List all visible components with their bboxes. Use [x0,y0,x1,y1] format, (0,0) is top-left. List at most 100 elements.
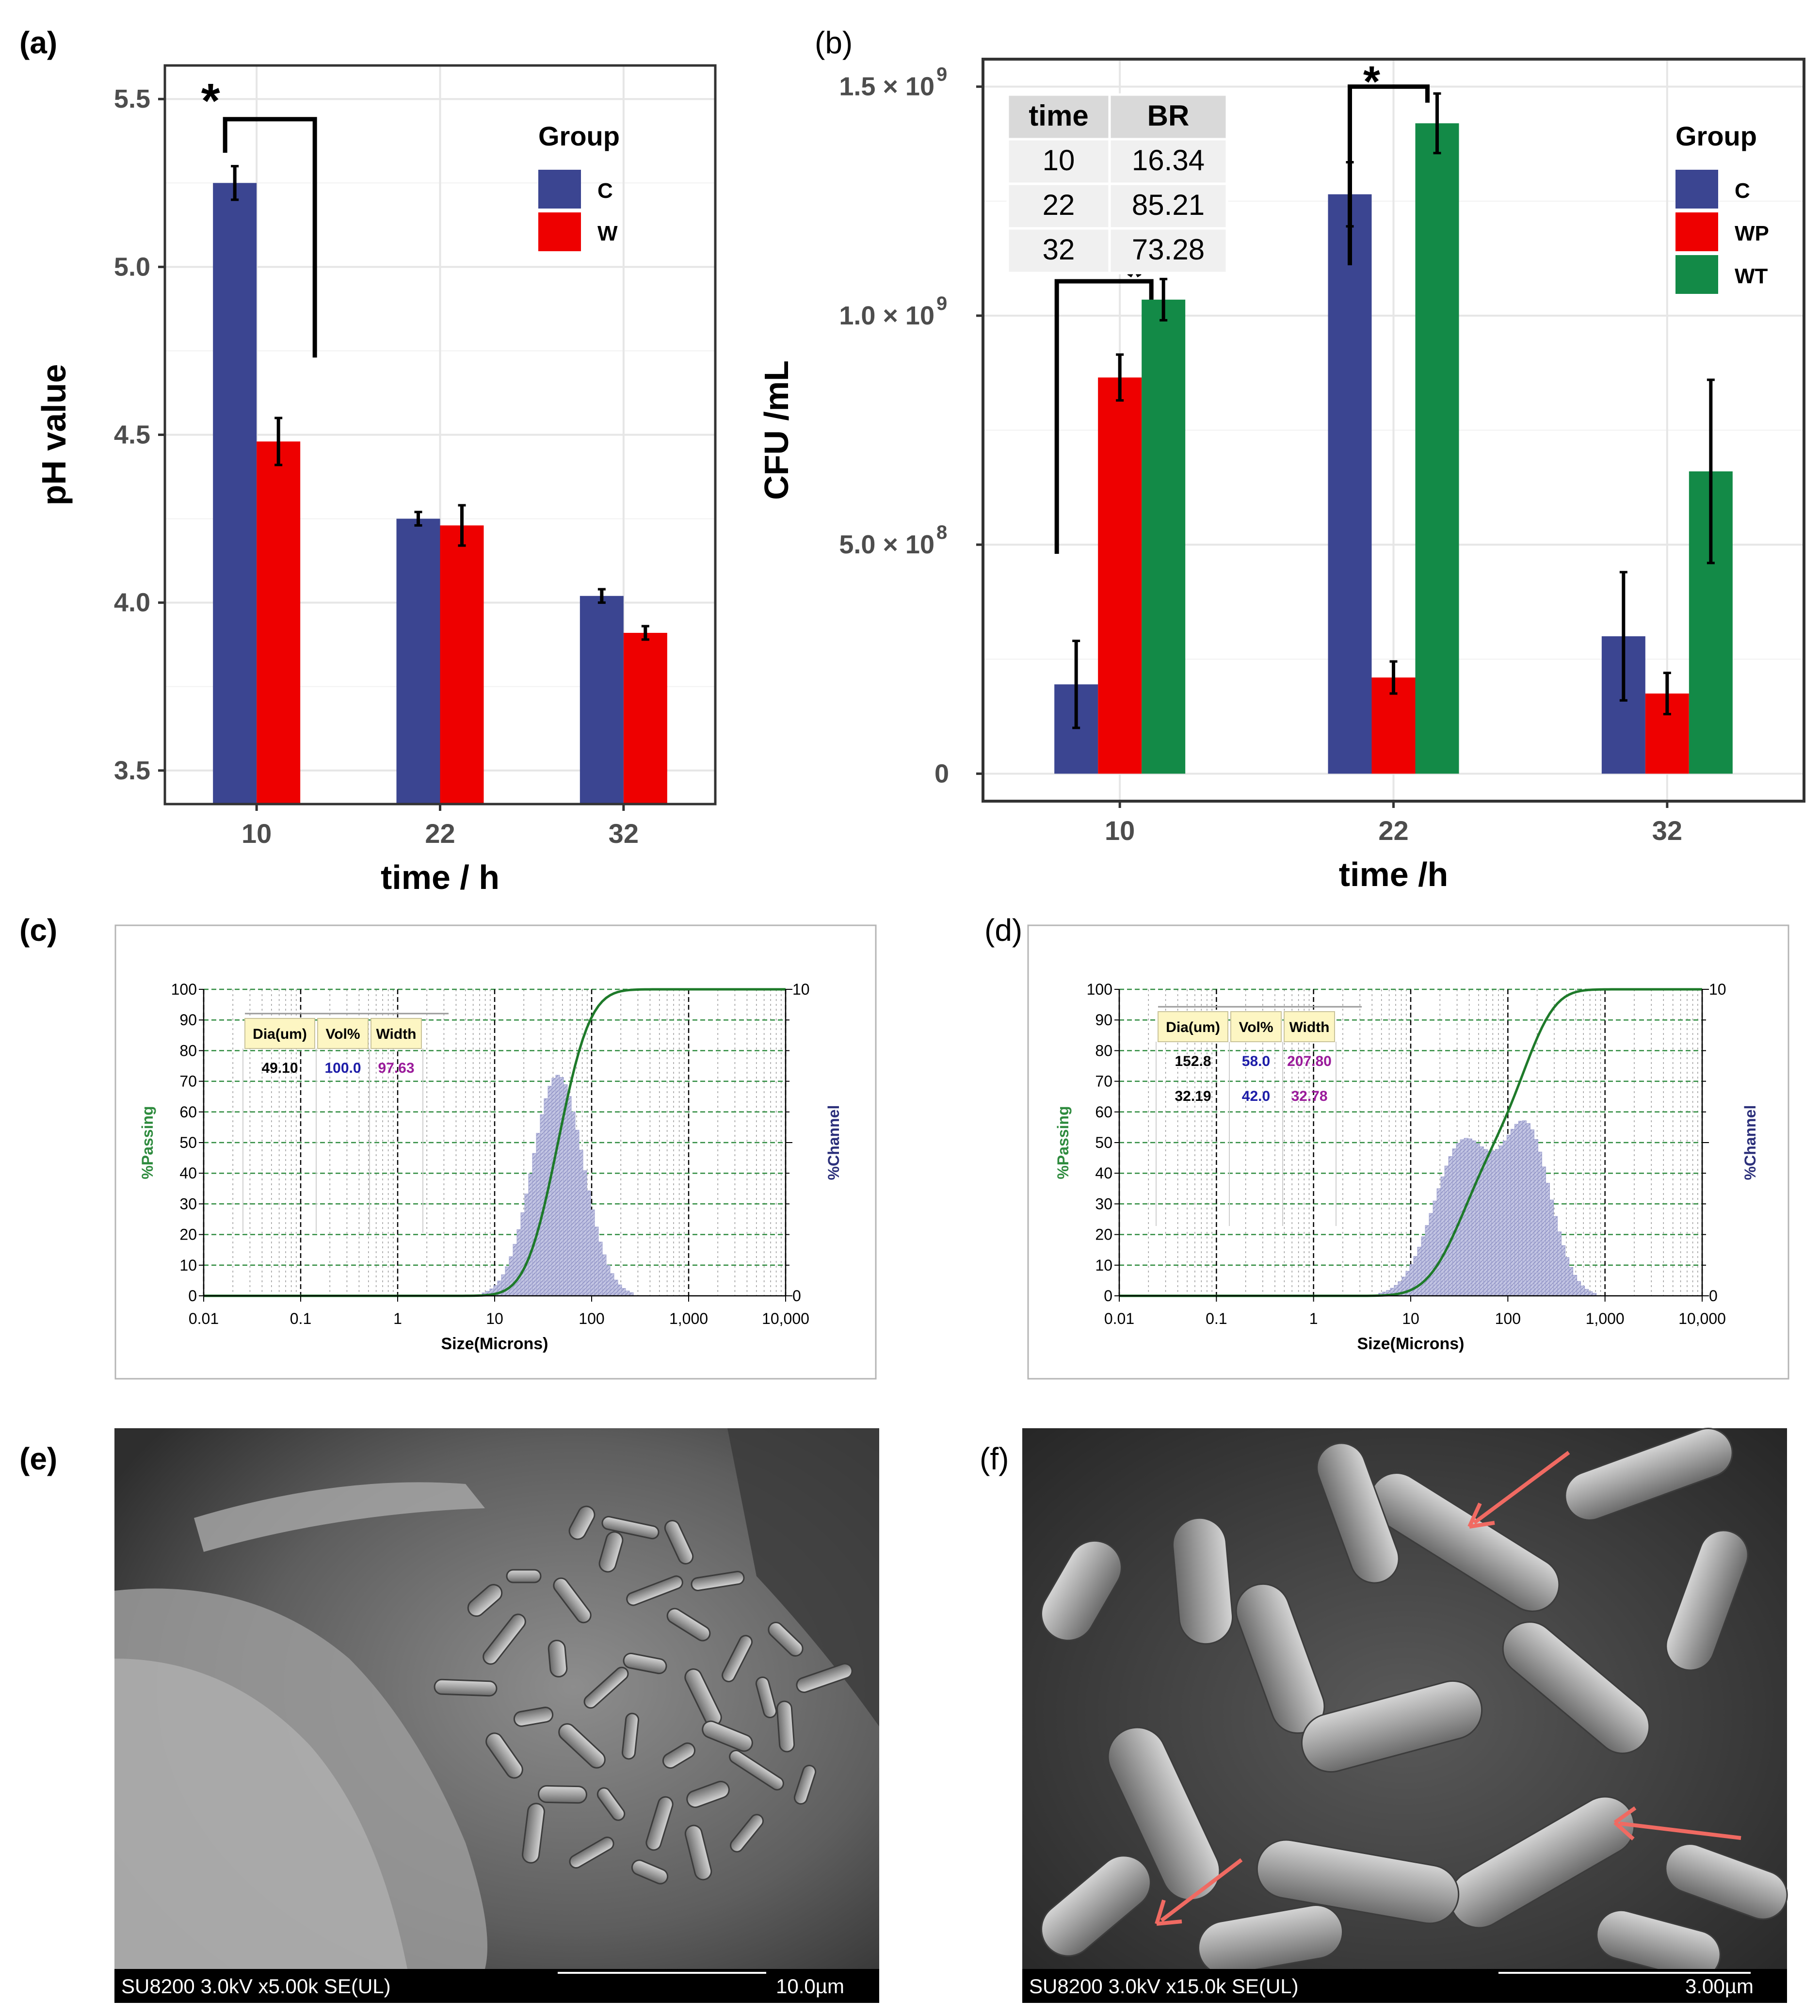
sem-e-bacterium [722,1635,753,1682]
histogram-bar [1440,1177,1445,1296]
y-tick-label-left: 40 [1095,1164,1112,1182]
y-tick-label-left: 0 [1104,1287,1112,1305]
legend-title: Group [538,121,620,151]
histogram-bar [536,1133,541,1296]
histogram-bar [1483,1149,1488,1296]
legend-swatch-wt [1675,255,1718,294]
table-value: 32.78 [1291,1088,1327,1104]
histogram-bar [1498,1145,1503,1296]
table-cell [1006,227,1111,274]
y-tick-label: 0 [934,759,949,788]
bar-wt-10 [1142,299,1186,774]
sem-f-bacterium [1502,1621,1650,1754]
sem-f-bacterium [1172,1517,1234,1645]
histogram-bar [582,1170,587,1296]
y-tick-label-left: 30 [1095,1195,1112,1212]
sem-e-bacterium [522,1803,545,1864]
sem-f-info-bar [1022,1969,1787,2003]
histogram-bar [1448,1156,1453,1296]
y-tick-label: 4.5 [114,420,150,450]
table-cell [1006,138,1111,185]
x-axis-title: time /h [1339,855,1449,893]
sem-e-bacterium [485,1732,523,1779]
sem-e-bacterium [621,1712,640,1760]
y-tick-label: 5.0 [114,252,150,281]
bar-w-32 [623,632,667,804]
bar-w-22 [440,525,484,804]
histogram-bar [590,1210,595,1296]
histogram-bar [505,1266,510,1296]
significance-bracket [1348,84,1430,265]
y-tick-label-left: 60 [1095,1103,1112,1121]
y-tick-label: 1.5 × 10 [839,72,934,101]
y-tick-label-left: 10 [179,1257,197,1274]
sem-e-bacterium [623,1652,667,1675]
histogram-bar [598,1242,603,1296]
sem-e-bacterium [664,1520,694,1564]
histogram-bar [1487,1150,1492,1296]
sem-f-caption: SU8200 3.0kV x15.0k SE(UL) [1029,1975,1299,1998]
histogram-bar [1413,1256,1418,1296]
y-axis-title-left: %Passing [1054,1106,1072,1179]
table-value: 97.63 [378,1060,414,1076]
chart-d-particle-size: 0 10 20 30 40 50 60 70 80 90 100 0 10 0.01 0.1 1 10 100 1,… [1027,924,1789,1380]
sem-e-bacterium [793,1764,817,1805]
histogram-bar [1557,1231,1562,1296]
table-header-cell [1158,1011,1228,1042]
sem-e-bacterium [513,1707,554,1727]
histogram-bar [513,1244,517,1296]
x-tick-label: 0.1 [1206,1310,1227,1327]
chart-frame [114,924,877,1380]
y-tick-exponent: 9 [936,64,947,85]
histogram-bar [621,1288,626,1296]
x-axis-title: time / h [381,858,499,896]
histogram-bar [1467,1138,1472,1296]
histogram-bar [1530,1129,1534,1296]
sem-e-bacterium [684,1824,712,1881]
x-tick-label: 0.01 [1104,1310,1134,1327]
x-axis-title: Size(Microns) [441,1335,548,1353]
y-tick-label-left: 70 [179,1073,197,1090]
histogram-bar [606,1265,611,1296]
sem-e-bacterium [686,1780,730,1808]
y-tick-label-left: 30 [179,1195,197,1212]
y-tick-label: 1.0 × 10 [839,301,934,330]
histogram-bar [1425,1225,1430,1296]
histogram-bar [617,1284,622,1296]
table-header-cell [1284,1011,1335,1042]
histogram-bar [1565,1257,1570,1296]
table-header: Width [376,1026,416,1042]
sem-e-shadow [727,1428,879,1726]
cumulative-passing-curve [1119,988,1702,1297]
sem-e-info-bar [114,1969,879,2003]
panel-label-b: (b) [815,25,853,60]
table-cell [1108,227,1228,274]
y-tick-label: 5.5 [114,84,150,113]
sem-e-bacterium [626,1575,683,1606]
x-tick-label: 10 [1402,1310,1419,1327]
y-tick-label: 3.5 [114,756,150,785]
y-tick-label-left: 80 [179,1042,197,1059]
legend-label-wp: WP [1735,222,1769,245]
histogram-bar [594,1226,599,1296]
y-axis-title: pH value [35,364,73,506]
y-tick-label-left: 40 [179,1164,197,1182]
legend-swatch-w [538,212,581,251]
x-tick-label: 0.01 [189,1310,219,1327]
table-header-cell [317,1018,369,1049]
table-value: 32.19 [1175,1088,1211,1104]
table-header-cell [1230,1011,1282,1042]
sem-e-bacterium [538,1785,587,1804]
legend-label-w: W [597,222,618,245]
table-cell [1108,138,1228,185]
histogram-bar [1573,1274,1578,1296]
sem-e-bacterium [596,1787,626,1821]
sem-e-scale-label: 10.0µm [776,1975,844,1998]
histogram-bar [586,1190,591,1296]
table-value: 207.80 [1287,1053,1332,1069]
sem-e-caption: SU8200 3.0kV x5.00k SE(UL) [121,1975,391,1998]
y-axis-title-left: %Passing [139,1106,156,1179]
sem-e-bacterium [666,1608,711,1642]
arrow-icon [1155,1858,1243,1926]
